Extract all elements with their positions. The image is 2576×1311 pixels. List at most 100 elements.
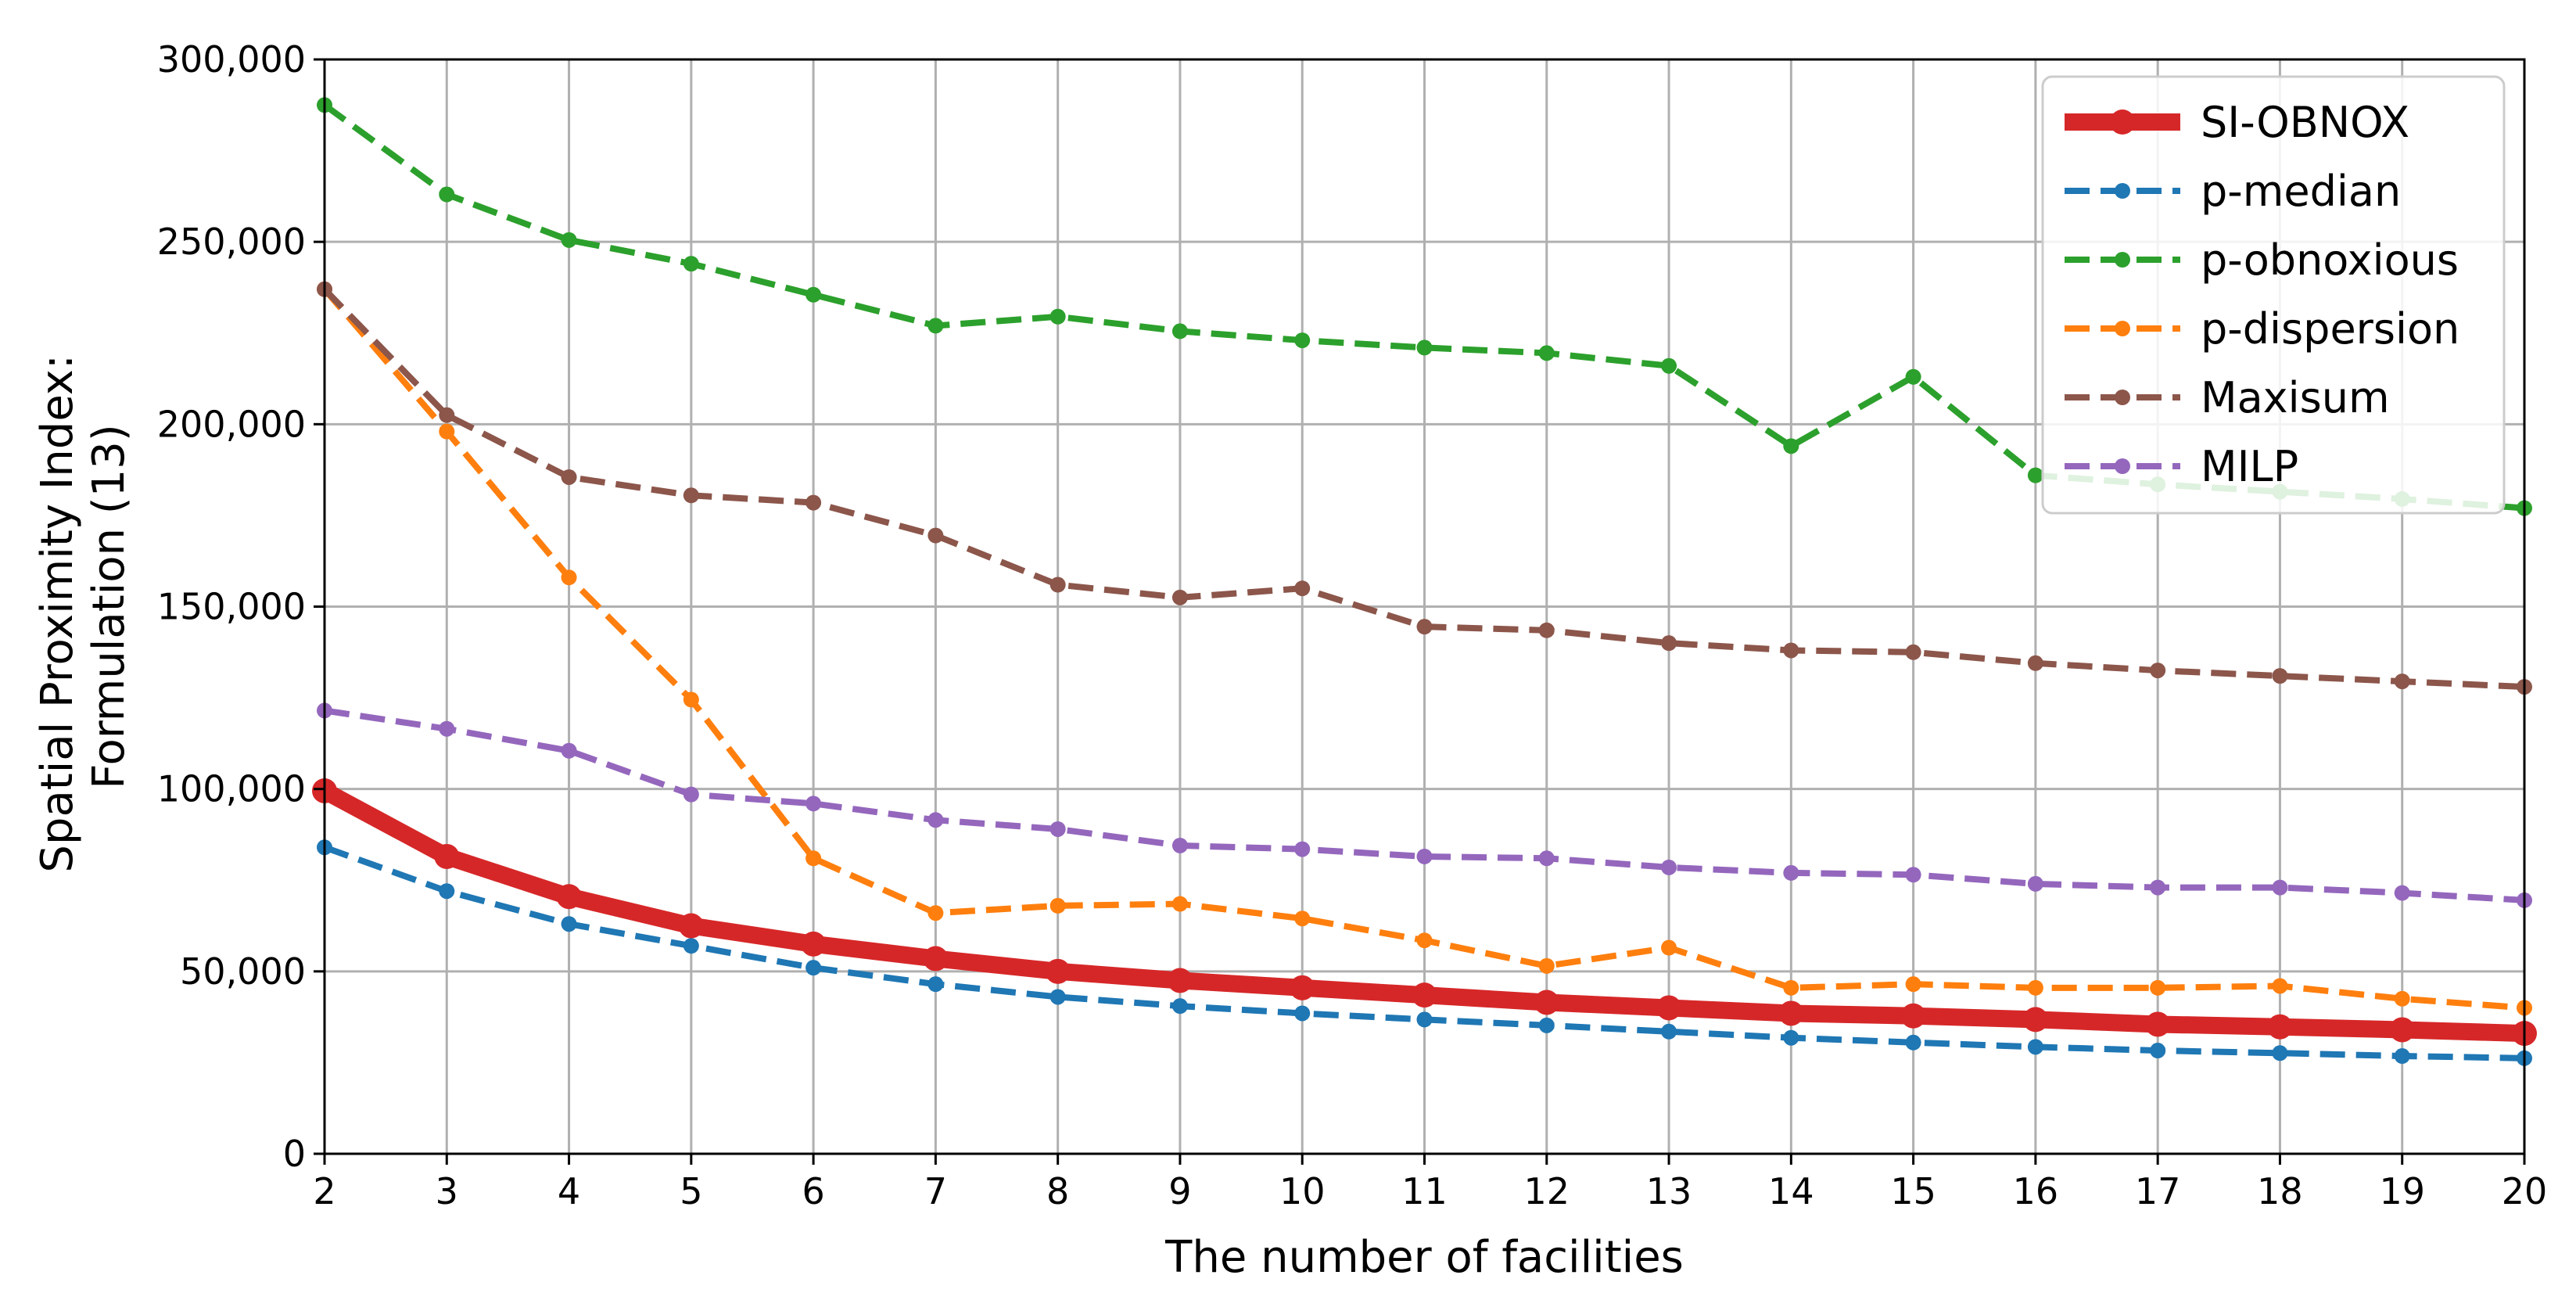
x-tick-label: 7 bbox=[924, 1170, 947, 1212]
legend-marker bbox=[2115, 390, 2130, 405]
data-point bbox=[805, 960, 822, 976]
data-point bbox=[927, 812, 944, 828]
y-tick-label: 200,000 bbox=[157, 403, 306, 445]
legend-label: p-dispersion bbox=[2201, 304, 2459, 354]
data-point bbox=[1294, 580, 1311, 597]
data-point bbox=[1661, 939, 1677, 956]
y-tick-label: 100,000 bbox=[157, 768, 306, 810]
data-point bbox=[927, 905, 944, 921]
data-point bbox=[1661, 1023, 1677, 1040]
data-point bbox=[1783, 1029, 1799, 1046]
y-tick-label: 0 bbox=[283, 1133, 306, 1175]
data-point bbox=[1171, 589, 1188, 605]
x-tick-label: 4 bbox=[558, 1170, 580, 1212]
data-point bbox=[678, 913, 704, 939]
x-tick-label: 2 bbox=[313, 1170, 335, 1212]
data-point bbox=[2027, 467, 2043, 483]
data-point bbox=[1294, 332, 1311, 349]
data-point bbox=[1661, 357, 1677, 374]
data-point bbox=[561, 742, 577, 759]
legend-label: SI-OBNOX bbox=[2201, 98, 2409, 147]
data-point bbox=[2027, 979, 2043, 996]
data-point bbox=[1538, 622, 1555, 638]
data-point bbox=[683, 256, 699, 272]
data-point bbox=[2272, 668, 2288, 684]
x-tick-label: 9 bbox=[1168, 1170, 1191, 1212]
data-point bbox=[1416, 619, 1433, 635]
data-point bbox=[805, 850, 822, 867]
x-tick-label: 11 bbox=[1401, 1170, 1448, 1212]
legend-marker bbox=[2115, 252, 2130, 268]
data-point bbox=[927, 318, 944, 334]
legend-item: p-obnoxious bbox=[2065, 235, 2459, 285]
x-tick-label: 3 bbox=[436, 1170, 458, 1212]
data-point bbox=[2394, 990, 2410, 1007]
data-point bbox=[2027, 1039, 2043, 1055]
data-point bbox=[1538, 345, 1555, 361]
legend-marker bbox=[2115, 458, 2130, 474]
legend-marker bbox=[2115, 321, 2130, 336]
y-tick-label: 250,000 bbox=[157, 221, 306, 263]
y-tick-label: 300,000 bbox=[157, 38, 306, 81]
data-point bbox=[2027, 875, 2043, 892]
data-point bbox=[1905, 368, 1921, 385]
data-point bbox=[1416, 1011, 1433, 1028]
data-point bbox=[1656, 995, 1682, 1021]
legend-item: p-median bbox=[2065, 167, 2401, 216]
data-point bbox=[1167, 968, 1193, 993]
data-point bbox=[2394, 1048, 2410, 1065]
legend-marker bbox=[2110, 110, 2135, 135]
x-tick-label: 10 bbox=[1279, 1170, 1326, 1212]
data-point bbox=[561, 232, 577, 248]
legend-label: MILP bbox=[2201, 442, 2298, 491]
data-point bbox=[1905, 644, 1921, 660]
x-tick-label: 17 bbox=[2135, 1170, 2181, 1212]
data-point bbox=[2272, 1045, 2288, 1061]
x-tick-label: 13 bbox=[1646, 1170, 1692, 1212]
data-point bbox=[1905, 976, 1921, 993]
legend-item: Maxisum bbox=[2065, 373, 2390, 422]
data-point bbox=[1783, 979, 1799, 996]
data-point bbox=[1900, 1003, 1926, 1029]
legend-item: p-dispersion bbox=[2065, 304, 2459, 354]
data-point bbox=[1416, 848, 1433, 864]
data-point bbox=[2150, 663, 2166, 679]
data-point bbox=[1294, 911, 1311, 927]
y-axis-title-line-2: Formulation (13) bbox=[84, 424, 135, 788]
data-point bbox=[805, 286, 822, 303]
x-axis-title: The number of facilities bbox=[1164, 1232, 1684, 1283]
legend-label: Maxisum bbox=[2201, 373, 2390, 422]
axis-ticks: 2 3 4 5 6 7 8 9 10 11 12 13 14 15 16 17 18 19 20 0 50,000 100… bbox=[157, 38, 2548, 1212]
data-point bbox=[1538, 957, 1555, 974]
data-point bbox=[1905, 1034, 1921, 1051]
data-point bbox=[1416, 932, 1433, 949]
x-tick-label: 6 bbox=[802, 1170, 824, 1212]
data-point bbox=[683, 786, 699, 803]
data-point bbox=[923, 946, 949, 972]
legend-label: p-obnoxious bbox=[2201, 235, 2459, 285]
data-point bbox=[2394, 885, 2410, 901]
data-point bbox=[2150, 879, 2166, 896]
data-point bbox=[2150, 1043, 2166, 1059]
x-tick-label: 16 bbox=[2013, 1170, 2059, 1212]
legend-box bbox=[2041, 75, 2506, 515]
y-tick-label: 50,000 bbox=[180, 950, 306, 993]
data-point bbox=[2022, 1007, 2048, 1033]
data-point bbox=[1783, 864, 1799, 881]
data-point bbox=[1538, 1017, 1555, 1033]
x-tick-label: 20 bbox=[2502, 1170, 2548, 1212]
y-axis-title: Spatial Proximity Index: Formulation (13… bbox=[32, 340, 135, 872]
data-point bbox=[1171, 323, 1188, 339]
y-axis-title-line-1: Spatial Proximity Index: bbox=[32, 354, 83, 872]
series-milp bbox=[317, 702, 2532, 908]
y-tick-label: 150,000 bbox=[157, 586, 306, 628]
data-point bbox=[561, 469, 577, 485]
data-point bbox=[1049, 989, 1066, 1005]
data-point bbox=[1049, 576, 1066, 593]
data-point bbox=[439, 720, 455, 737]
legend-marker bbox=[2115, 183, 2130, 199]
data-point bbox=[1294, 841, 1311, 857]
x-tick-label: 8 bbox=[1046, 1170, 1069, 1212]
data-point bbox=[1171, 896, 1188, 912]
